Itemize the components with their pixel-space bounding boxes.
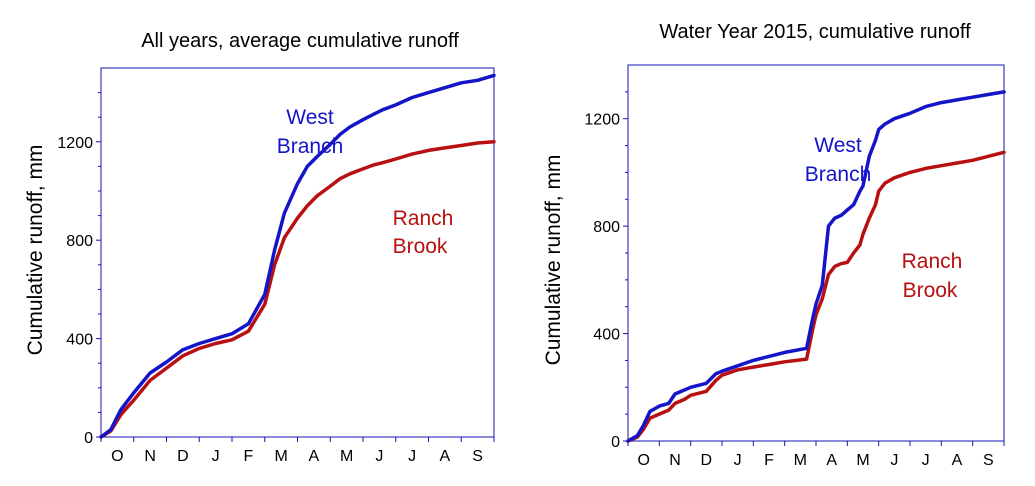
chart-title: Water Year 2015, cumulative runoff — [659, 21, 971, 43]
x-tick-label: J — [212, 448, 220, 465]
y-axis-label: Cumulative runoff, mm — [24, 145, 47, 356]
x-tick-label: J — [922, 452, 930, 469]
x-tick-label: S — [472, 448, 483, 465]
y-tick-label: 800 — [66, 233, 93, 250]
annotation-west-branch-line2: Branch — [805, 163, 872, 186]
y-tick-label: 800 — [593, 219, 620, 236]
annotation-west-branch-line1: West — [814, 134, 862, 157]
x-tick-label: A — [952, 452, 963, 469]
ticks: 0 400 800 1200 O N D J F M A M J J A S — [584, 91, 1005, 469]
x-tick-label: J — [375, 448, 383, 465]
x-tick-label: M — [274, 448, 287, 465]
y-axis-label: Cumulative runoff, mm — [542, 155, 565, 366]
x-tick-label: O — [111, 448, 123, 465]
x-tick-label: N — [669, 452, 681, 469]
annotation-west-branch-line1: West — [286, 106, 334, 129]
x-tick-label: S — [983, 452, 994, 469]
annotation-ranch-brook-line2: Brook — [903, 279, 958, 302]
chart-title: All years, average cumulative runoff — [141, 30, 459, 52]
x-tick-label: N — [144, 448, 156, 465]
x-tick-label: A — [826, 452, 837, 469]
annotation-ranch-brook-line2: Brook — [393, 235, 448, 258]
series-lines — [626, 90, 1006, 443]
ticks: 0 400 800 1200 O N D J F M A M J J A S — [57, 92, 495, 465]
y-tick-label: 400 — [66, 332, 93, 349]
x-tick-label: J — [734, 452, 742, 469]
series-line-west-branch — [626, 90, 1006, 443]
series-lines — [99, 73, 496, 439]
chart-water-year-2015: Water Year 2015, cumulative runoff Cumul… — [542, 21, 1006, 469]
series-line-ranch-brook — [626, 150, 1006, 443]
y-tick-label: 0 — [84, 430, 93, 447]
annotation-ranch-brook-line1: Ranch — [393, 207, 454, 230]
annotation-ranch-brook-line1: Ranch — [902, 250, 963, 273]
x-tick-label: F — [243, 448, 253, 465]
y-tick-label: 0 — [611, 434, 620, 451]
x-tick-label: M — [856, 452, 869, 469]
x-tick-label: D — [701, 452, 713, 469]
x-tick-label: D — [177, 448, 189, 465]
x-tick-label: M — [794, 452, 807, 469]
annotation-west-branch-line2: Branch — [277, 135, 344, 158]
series-line-ranch-brook — [99, 140, 496, 439]
x-tick-label: J — [890, 452, 898, 469]
x-tick-label: J — [408, 448, 416, 465]
x-tick-label: M — [340, 448, 353, 465]
y-tick-label: 1200 — [584, 112, 620, 129]
x-tick-label: F — [764, 452, 774, 469]
y-tick-label: 1200 — [57, 135, 93, 152]
x-tick-label: A — [440, 448, 451, 465]
x-tick-label: A — [309, 448, 320, 465]
chart-all-years: All years, average cumulative runoff Cum… — [24, 30, 496, 465]
series-line-west-branch — [99, 73, 496, 439]
x-tick-label: O — [637, 452, 649, 469]
y-tick-label: 400 — [593, 327, 620, 344]
